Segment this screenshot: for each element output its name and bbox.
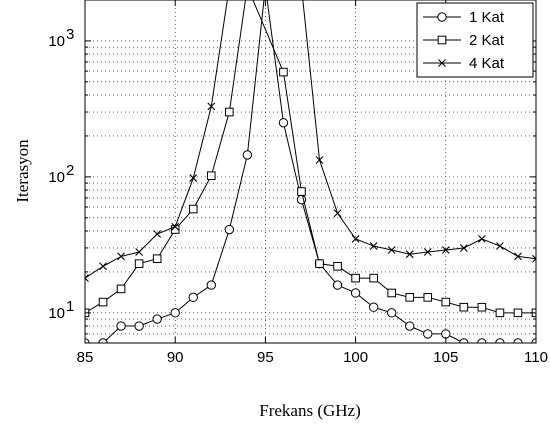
data-point <box>225 107 234 117</box>
legend-item: 4 Kat <box>423 55 505 72</box>
x-axis-title: Frekans (GHz) <box>259 401 361 420</box>
data-point <box>477 302 487 312</box>
data-point <box>332 280 343 290</box>
y-tick-label: 10 <box>48 169 65 186</box>
data-point <box>206 280 216 290</box>
data-point <box>152 314 162 324</box>
data-point <box>297 187 306 196</box>
data-point <box>206 171 216 181</box>
legend: 1 Kat 2 Kat 4 Kat <box>416 2 534 78</box>
data-point <box>315 259 324 268</box>
data-point <box>459 302 469 312</box>
data-point <box>152 254 162 264</box>
y-tick-label: 10 <box>48 305 65 322</box>
legend-label: 4 Kat <box>469 55 505 72</box>
data-point <box>117 252 125 261</box>
y-tick-label-exponent: 1 <box>66 298 74 315</box>
data-point <box>351 273 360 283</box>
x-tick-label: 110 <box>524 349 548 366</box>
data-point <box>423 329 433 339</box>
data-point <box>513 308 523 318</box>
data-point <box>134 259 144 268</box>
y-tick-label-exponent: 3 <box>66 26 74 43</box>
legend-item: 2 Kat <box>423 32 505 49</box>
data-point <box>532 254 536 263</box>
ticks <box>84 0 537 344</box>
legend-label: 1 Kat <box>469 9 505 26</box>
data-point <box>514 252 522 261</box>
data-point <box>387 288 396 298</box>
data-point <box>85 274 89 283</box>
data-point <box>441 329 451 339</box>
data-point <box>207 102 216 111</box>
data-point <box>278 118 289 128</box>
x-tick-label: 90 <box>167 349 184 366</box>
data-point <box>188 204 198 214</box>
data-point <box>441 246 450 254</box>
data-point <box>189 174 198 182</box>
x-tick-label: 95 <box>257 349 274 366</box>
data-point <box>441 297 451 307</box>
x-tick-label: 85 <box>77 349 94 366</box>
series-layer <box>85 0 536 343</box>
data-point <box>368 302 379 312</box>
legend-item: 1 Kat <box>423 9 505 26</box>
x-tick-label: 105 <box>433 349 458 366</box>
y-tick-label-exponent: 2 <box>66 162 74 179</box>
data-point <box>405 293 415 302</box>
data-point <box>98 297 108 307</box>
data-point <box>224 224 235 235</box>
legend-marker <box>437 35 447 45</box>
data-point <box>350 288 361 298</box>
y-tick-label: 10 <box>48 33 65 50</box>
data-point <box>170 308 180 318</box>
data-point <box>405 250 414 259</box>
data-point <box>423 293 433 302</box>
data-point <box>116 284 126 294</box>
data-point <box>135 248 144 256</box>
data-point <box>315 156 324 164</box>
data-point <box>369 242 378 250</box>
x-tick-label: 100 <box>343 349 368 366</box>
data-point <box>333 209 342 218</box>
data-point <box>188 292 198 303</box>
data-point <box>369 273 378 283</box>
data-point <box>279 67 288 77</box>
data-point <box>477 234 486 243</box>
data-point <box>459 244 468 252</box>
data-point <box>495 308 505 318</box>
series-3 <box>85 0 536 283</box>
data-point <box>496 242 504 250</box>
data-point <box>351 234 360 243</box>
data-point <box>116 321 126 331</box>
legend-marker <box>438 59 446 67</box>
plot-frame <box>84 0 537 344</box>
legend-marker <box>437 12 447 22</box>
x-tick-labels: 85 90 95 100 105 110 <box>77 349 548 366</box>
data-point <box>386 308 397 318</box>
data-point <box>171 222 180 231</box>
data-point <box>99 262 107 271</box>
data-point <box>134 321 144 331</box>
series-2 <box>85 0 536 318</box>
data-point <box>423 248 432 256</box>
y-axis-title: Iterasyon <box>13 139 32 203</box>
data-point <box>405 321 415 331</box>
legend-label: 2 Kat <box>469 32 505 49</box>
data-point <box>153 230 162 238</box>
data-point <box>242 150 253 160</box>
data-point <box>333 261 342 271</box>
data-point <box>387 246 396 254</box>
